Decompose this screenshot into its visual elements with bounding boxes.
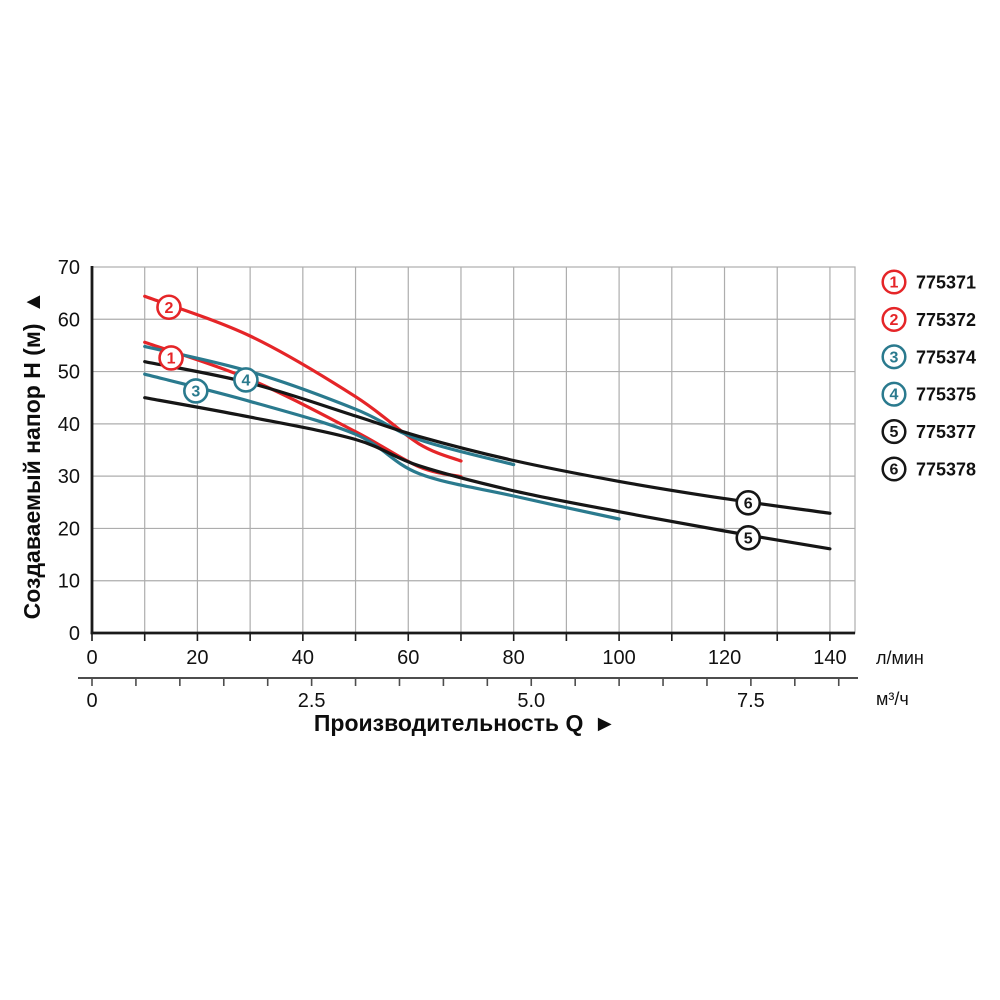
legend-article-label: 775377 [916, 422, 976, 442]
x-axis-secondary-tick-label: 5.0 [517, 690, 545, 712]
curve-marker-circle [183, 378, 209, 404]
legend-swatch-number: 2 [890, 312, 899, 329]
x-axis-tick-label: 100 [602, 647, 635, 669]
legend-item-775375: 4 775375 [881, 381, 976, 407]
legend-swatch-circle [881, 456, 907, 482]
curve-775377 [143, 396, 832, 551]
legend-item-775378: 6 775378 [881, 456, 976, 482]
curve-marker-1: 1 [158, 345, 184, 371]
legend-article-label: 775374 [916, 347, 976, 367]
y-axis-tick-label: 50 [58, 362, 80, 384]
x-axis-unit-m3h: м³/ч [876, 689, 909, 709]
x-axis-title: Производительность Q ► [314, 710, 616, 736]
legend-swatch-circle [881, 419, 907, 445]
legend-item-775374: 3 775374 [881, 344, 976, 370]
x-axis-tick-label: 120 [708, 647, 741, 669]
curve-marker-number: 2 [165, 300, 174, 317]
curve-marker-number: 3 [191, 383, 200, 400]
curve-marker-circle [158, 345, 184, 371]
legend-article-label: 775371 [916, 273, 976, 293]
curve-marker-circle [735, 525, 762, 551]
legend-item-775372: 2 775372 [881, 306, 976, 332]
x-axis-tick-label: 60 [397, 647, 419, 669]
x-axis-tick-label: 80 [503, 647, 525, 669]
curve-marker-3: 3 [183, 378, 209, 404]
x-axis-secondary-tick-label: 2.5 [298, 690, 326, 712]
x-axis-secondary-tick-label: 7.5 [737, 690, 765, 712]
y-axis-tick-label: 70 [58, 257, 80, 279]
x-axis-tick-label: 140 [813, 647, 846, 669]
y-axis-tick-label: 60 [58, 309, 80, 331]
curves [143, 294, 832, 551]
curve-marker-6: 6 [735, 490, 762, 516]
y-axis-tick-label: 0 [69, 623, 80, 645]
x-axis-secondary: 0 2.5 5.0 7.5 м³/ч [78, 677, 909, 712]
curve-marker-2: 2 [156, 294, 182, 321]
x-axis-primary: 0 20 40 60 80 100 120 140 л/мин [86, 633, 924, 669]
curve-marker-circle [233, 367, 259, 393]
legend-swatch-circle [881, 269, 907, 295]
legend-swatch-circle [881, 344, 907, 370]
gridlines [92, 267, 855, 633]
x-axis-tick-label: 0 [86, 647, 97, 669]
legend-item-775371: 1 775371 [881, 269, 976, 295]
legend-swatch-number: 5 [890, 424, 899, 441]
legend-swatch-number: 3 [890, 349, 899, 366]
curve-marker-number: 1 [167, 350, 176, 367]
legend-article-label: 775372 [916, 310, 976, 330]
legend-swatch-circle [881, 306, 907, 332]
y-axis-tick-label: 30 [58, 466, 80, 488]
legend-article-label: 775378 [916, 460, 976, 480]
curve-775375 [143, 344, 516, 467]
legend-swatch-number: 4 [890, 387, 899, 404]
legend-swatch-number: 6 [890, 462, 899, 479]
x-axis-unit-lmin: л/мин [876, 648, 924, 668]
legend-swatch-circle [881, 381, 907, 407]
y-axis-tick-label: 20 [58, 518, 80, 540]
curve-marker-number: 6 [744, 495, 753, 512]
x-axis-tick-label: 20 [186, 647, 208, 669]
right-arrow-icon: ► [593, 710, 616, 736]
y-axis-labels: 0 10 20 30 40 50 60 70 [58, 257, 80, 645]
legend-swatch-number: 1 [890, 275, 899, 292]
y-axis-tick-label: 10 [58, 571, 80, 593]
curve-marker-circle [156, 294, 182, 321]
legend-item-775377: 5 775377 [881, 419, 976, 445]
curve-marker-circle [735, 490, 762, 516]
y-axis-tick-label: 40 [58, 414, 80, 436]
y-axis-title: Создаваемый напор Н (м)▲ [19, 291, 45, 620]
curve-marker-number: 5 [744, 530, 753, 547]
curve-markers: 1 2 3 4 5 6 [156, 294, 762, 551]
up-arrow-icon: ▲ [19, 291, 45, 314]
legend-article-label: 775375 [916, 385, 976, 405]
x-axis-secondary-tick-label: 0 [86, 690, 97, 712]
curve-775372 [143, 294, 463, 463]
curve-marker-5: 5 [735, 525, 762, 551]
curve-marker-number: 4 [241, 372, 250, 389]
curve-marker-4: 4 [233, 367, 259, 393]
x-axis-tick-label: 40 [292, 647, 314, 669]
legend: 1 775371 2 775372 3 775374 4 775375 5 775377 6 7753… [881, 269, 976, 482]
